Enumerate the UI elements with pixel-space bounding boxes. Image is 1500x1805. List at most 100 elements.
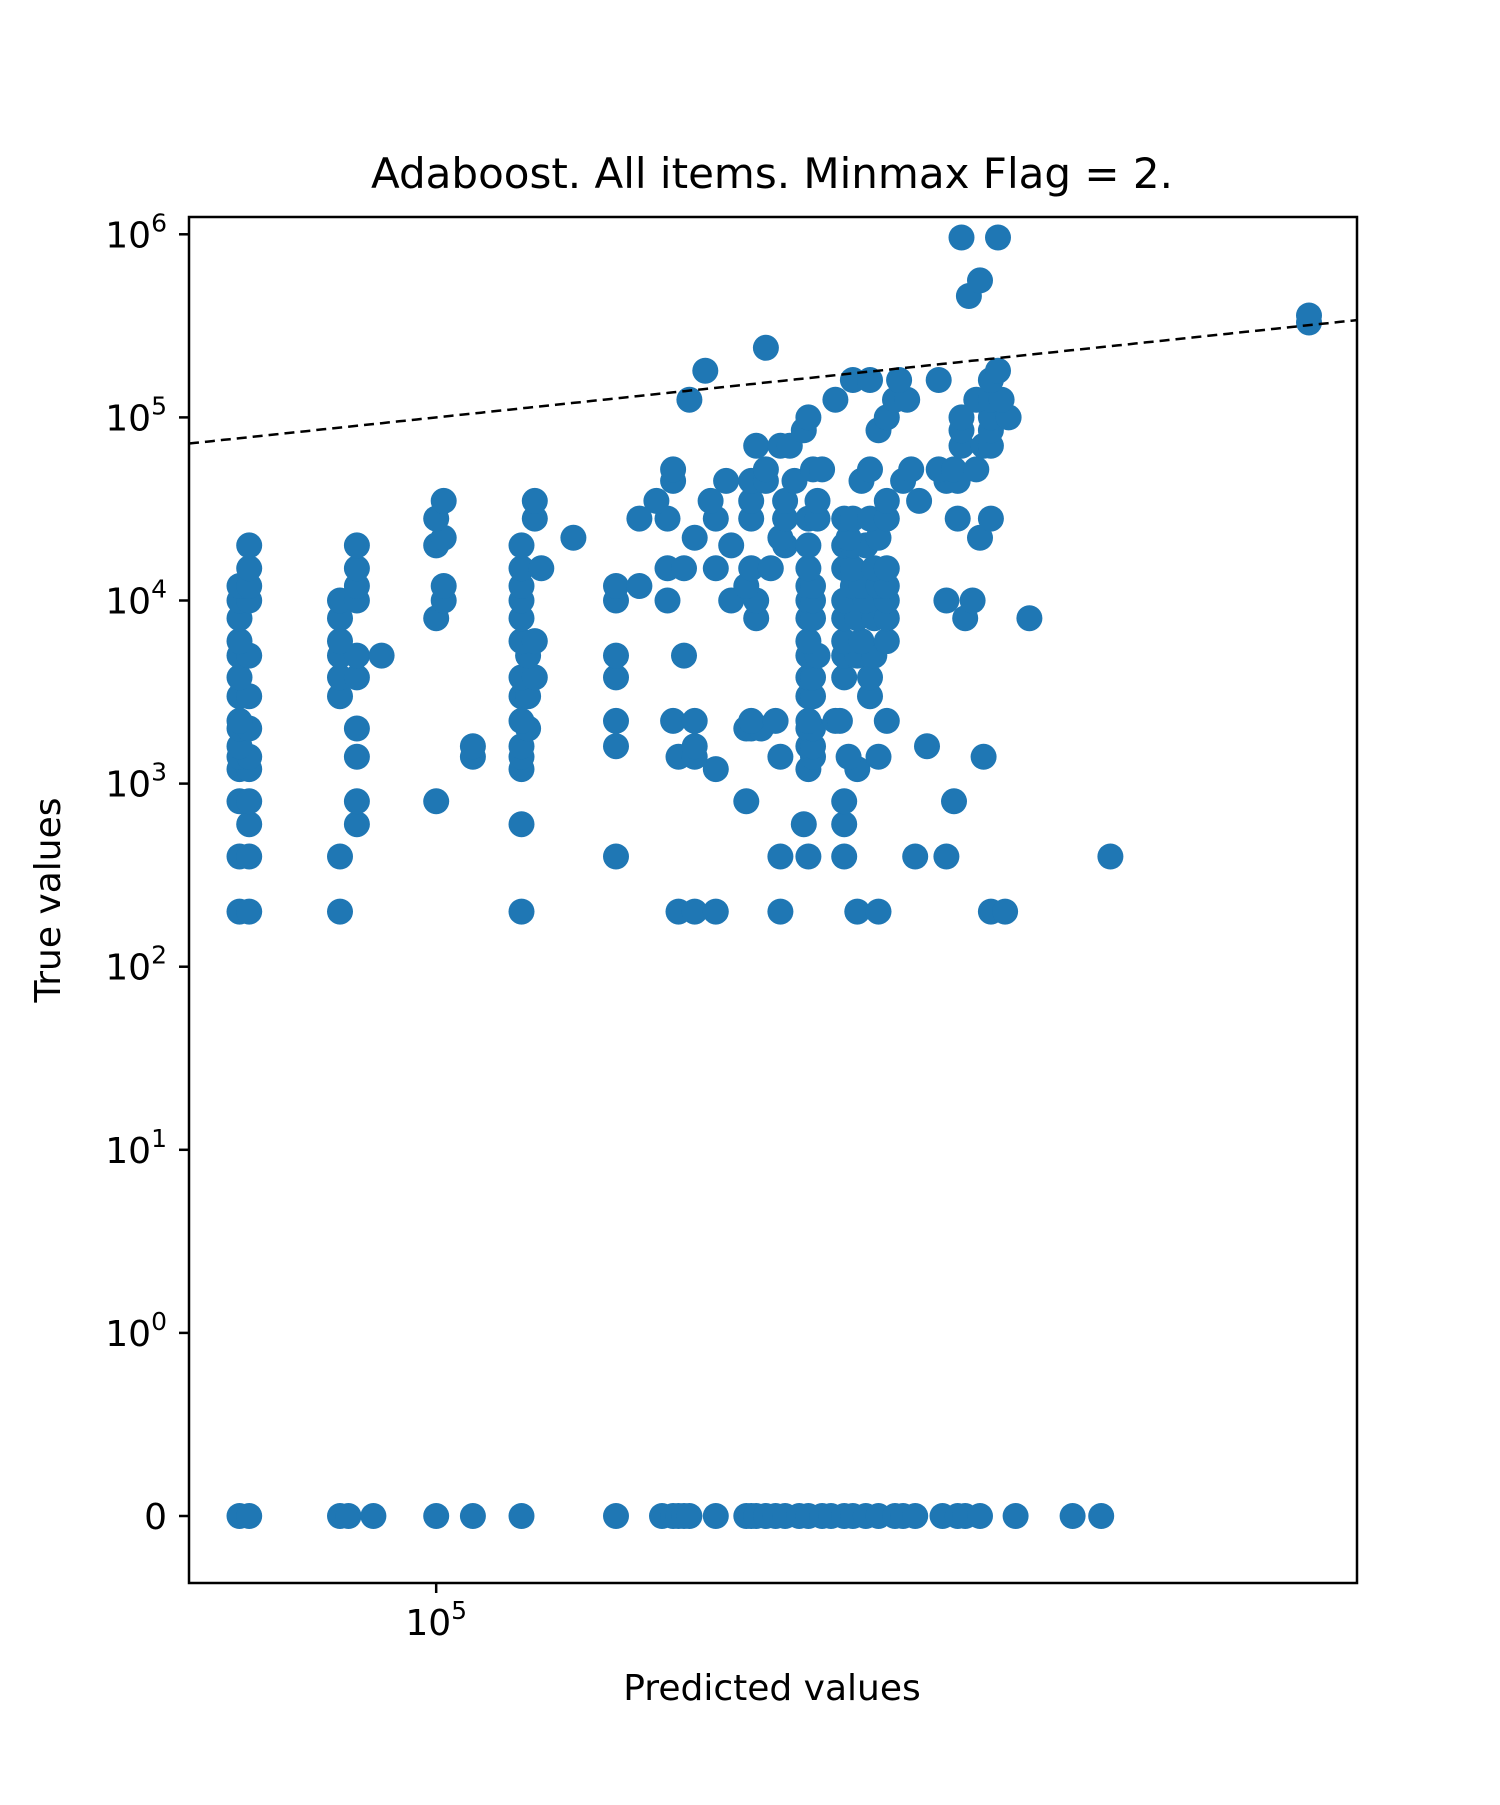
- data-point: [873, 707, 900, 734]
- data-point: [702, 898, 729, 925]
- data-point: [236, 843, 263, 870]
- data-point: [844, 898, 871, 925]
- data-point: [603, 664, 629, 691]
- data-point: [603, 642, 629, 669]
- data-point: [831, 811, 858, 838]
- data-point: [343, 642, 370, 669]
- data-point: [790, 811, 817, 838]
- data-point: [831, 664, 858, 691]
- data-point: [676, 386, 703, 413]
- data-point: [865, 743, 892, 770]
- data-point: [933, 843, 960, 870]
- data-point: [1016, 605, 1043, 632]
- data-point: [226, 707, 253, 734]
- data-point: [822, 386, 849, 413]
- data-point: [914, 733, 940, 760]
- data-point: [226, 628, 253, 655]
- data-point: [603, 843, 629, 870]
- data-point: [459, 733, 486, 760]
- data-point: [835, 743, 862, 770]
- data-point: [508, 555, 535, 582]
- data-point: [521, 487, 548, 514]
- data-point: [368, 642, 395, 669]
- chart-title: Adaboost. All items. Minmax Flag = 2.: [371, 149, 1173, 198]
- data-point: [795, 843, 822, 870]
- data-point: [343, 715, 370, 742]
- data-point: [236, 788, 263, 815]
- data-point: [857, 683, 883, 710]
- data-point: [626, 573, 653, 599]
- data-point: [327, 898, 353, 925]
- data-point: [236, 1503, 263, 1529]
- x-axis-label: Predicted values: [623, 1668, 921, 1709]
- data-point: [343, 555, 370, 582]
- data-point: [948, 224, 975, 251]
- data-point: [654, 587, 681, 614]
- data-point: [800, 664, 826, 691]
- data-point: [831, 788, 858, 815]
- data-point: [902, 843, 929, 870]
- data-point: [839, 555, 866, 582]
- data-point: [752, 456, 779, 483]
- data-point: [423, 788, 450, 815]
- data-point: [795, 404, 822, 431]
- data-point: [906, 487, 933, 514]
- data-point: [772, 487, 799, 514]
- data-point: [360, 1503, 387, 1529]
- data-point: [528, 555, 555, 582]
- data-point: [697, 487, 724, 514]
- data-point: [967, 267, 993, 294]
- data-point: [970, 743, 997, 770]
- data-point: [757, 555, 784, 582]
- data-point: [236, 555, 263, 582]
- data-point: [857, 664, 883, 691]
- data-point: [1059, 1503, 1086, 1529]
- data-point: [430, 487, 457, 514]
- data-point: [560, 524, 587, 551]
- data-point: [702, 1503, 729, 1529]
- data-point: [795, 555, 822, 582]
- data-point: [795, 532, 822, 559]
- data-point: [508, 898, 535, 925]
- data-point: [508, 811, 535, 838]
- y-tick-label: 105: [105, 391, 167, 439]
- data-point: [343, 788, 370, 815]
- data-point: [521, 628, 548, 655]
- data-point: [977, 505, 1004, 532]
- data-point: [343, 811, 370, 838]
- data-point: [1097, 843, 1124, 870]
- data-point: [992, 898, 1019, 925]
- data-point: [944, 505, 971, 532]
- data-point: [660, 707, 687, 734]
- data-point: [795, 707, 822, 734]
- data-point: [702, 756, 729, 783]
- data-point: [236, 811, 263, 838]
- y-tick-label: 104: [105, 575, 167, 623]
- data-point: [335, 1503, 362, 1529]
- data-point: [795, 628, 822, 655]
- y-tick-label: 0: [144, 1497, 167, 1538]
- data-point: [508, 532, 535, 559]
- data-point: [752, 334, 779, 361]
- data-point: [423, 1503, 450, 1529]
- data-point: [681, 707, 708, 734]
- data-point: [702, 555, 729, 582]
- data-point: [327, 683, 353, 710]
- data-point: [603, 733, 629, 760]
- data-point: [459, 1503, 486, 1529]
- data-point: [430, 573, 457, 599]
- data-point: [603, 707, 629, 734]
- y-tick-label: 106: [105, 208, 167, 256]
- data-point: [804, 487, 831, 514]
- data-point: [963, 456, 990, 483]
- data-point: [894, 386, 921, 413]
- data-point: [343, 664, 370, 691]
- data-point: [988, 386, 1015, 413]
- y-tick-label: 101: [105, 1124, 167, 1172]
- data-point: [873, 487, 900, 514]
- data-point: [948, 404, 975, 431]
- data-point: [671, 555, 697, 582]
- data-point: [985, 224, 1011, 251]
